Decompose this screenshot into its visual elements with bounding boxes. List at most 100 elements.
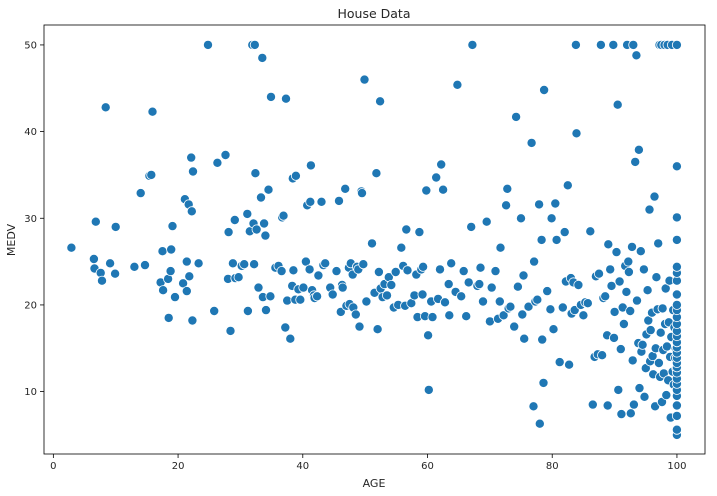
data-point-190 (512, 281, 523, 292)
data-point-49 (242, 208, 253, 219)
data-point-136 (396, 242, 407, 253)
data-point-60 (257, 52, 268, 63)
data-point-344 (671, 299, 682, 310)
data-point-36 (202, 39, 213, 50)
data-point-132 (386, 279, 397, 290)
x-tick-label: 0 (50, 461, 56, 472)
data-point-88 (305, 196, 316, 207)
data-point-257 (621, 286, 632, 297)
data-point-203 (536, 234, 547, 245)
data-point-214 (557, 302, 568, 313)
data-point-247 (609, 306, 620, 317)
data-point-267 (630, 156, 641, 167)
data-point-119 (359, 74, 370, 85)
data-point-1 (88, 253, 99, 264)
data-point-227 (578, 310, 589, 321)
data-point-162 (444, 310, 455, 321)
data-point-242 (603, 239, 614, 250)
data-point-93 (312, 291, 323, 302)
data-point-83 (295, 294, 306, 305)
y-tick-label: 40 (24, 127, 37, 138)
data-point-126 (375, 96, 386, 107)
data-point-100 (331, 266, 342, 277)
data-point-0 (66, 242, 77, 253)
data-point-42 (225, 325, 236, 336)
data-point-306 (661, 390, 672, 401)
data-point-101 (333, 195, 344, 206)
data-point-33 (187, 315, 198, 326)
data-point-121 (366, 238, 377, 249)
data-point-66 (265, 291, 276, 302)
data-point-39 (220, 149, 231, 160)
data-point-204 (537, 334, 548, 345)
data-point-17 (157, 246, 168, 257)
data-point-157 (434, 264, 445, 275)
data-point-288 (649, 191, 660, 202)
data-point-67 (265, 91, 276, 102)
data-point-217 (562, 180, 573, 191)
data-point-225 (573, 279, 584, 290)
data-point-223 (570, 39, 581, 50)
data-point-62 (259, 218, 270, 229)
data-point-58 (253, 282, 264, 293)
data-point-284 (645, 325, 656, 336)
data-point-212 (551, 234, 562, 245)
data-point-171 (467, 39, 478, 50)
data-point-173 (474, 279, 485, 290)
data-point-165 (452, 79, 463, 90)
data-point-20 (163, 312, 174, 323)
data-point-159 (438, 184, 449, 195)
data-point-273 (635, 246, 646, 257)
data-point-249 (612, 99, 623, 110)
data-point-192 (517, 309, 528, 320)
data-point-183 (498, 310, 509, 321)
data-point-211 (550, 198, 561, 209)
data-point-160 (439, 297, 450, 308)
data-point-97 (320, 258, 331, 269)
data-point-250 (613, 384, 624, 395)
data-point-27 (181, 256, 192, 267)
data-point-104 (337, 282, 348, 293)
data-point-18 (158, 285, 169, 296)
y-tick-label: 10 (24, 387, 37, 398)
data-point-272 (634, 383, 645, 394)
data-point-15 (147, 106, 158, 117)
data-point-130 (381, 290, 392, 301)
data-point-150 (421, 185, 432, 196)
data-point-7 (105, 258, 116, 269)
data-point-24 (169, 292, 180, 303)
data-point-81 (290, 170, 301, 181)
data-point-46 (233, 272, 244, 283)
data-point-117 (356, 188, 367, 199)
data-point-231 (587, 399, 598, 410)
data-point-209 (546, 213, 557, 224)
data-point-260 (623, 266, 634, 277)
data-point-202 (534, 418, 545, 429)
x-tick-label: 60 (421, 461, 434, 472)
data-point-188 (509, 321, 520, 332)
data-point-277 (639, 391, 650, 402)
data-point-197 (528, 401, 539, 412)
data-point-76 (285, 333, 296, 344)
data-point-54 (249, 259, 260, 270)
data-point-95 (316, 196, 327, 207)
data-point-200 (532, 294, 543, 305)
x-tick-label: 20 (172, 461, 185, 472)
x-tick-label: 100 (667, 461, 686, 472)
data-point-271 (633, 144, 644, 155)
data-point-5 (97, 275, 108, 286)
data-point-65 (263, 184, 274, 195)
data-point-166 (456, 291, 467, 302)
data-point-140 (402, 265, 413, 276)
data-point-170 (466, 221, 477, 232)
data-point-252 (615, 344, 626, 355)
data-point-139 (401, 224, 412, 235)
y-axis-label: MEDV (5, 223, 18, 256)
data-point-3 (90, 216, 101, 227)
data-point-275 (637, 339, 648, 350)
data-point-280 (642, 285, 653, 296)
data-point-182 (495, 242, 506, 253)
data-point-8 (110, 268, 121, 279)
data-point-105 (340, 183, 351, 194)
